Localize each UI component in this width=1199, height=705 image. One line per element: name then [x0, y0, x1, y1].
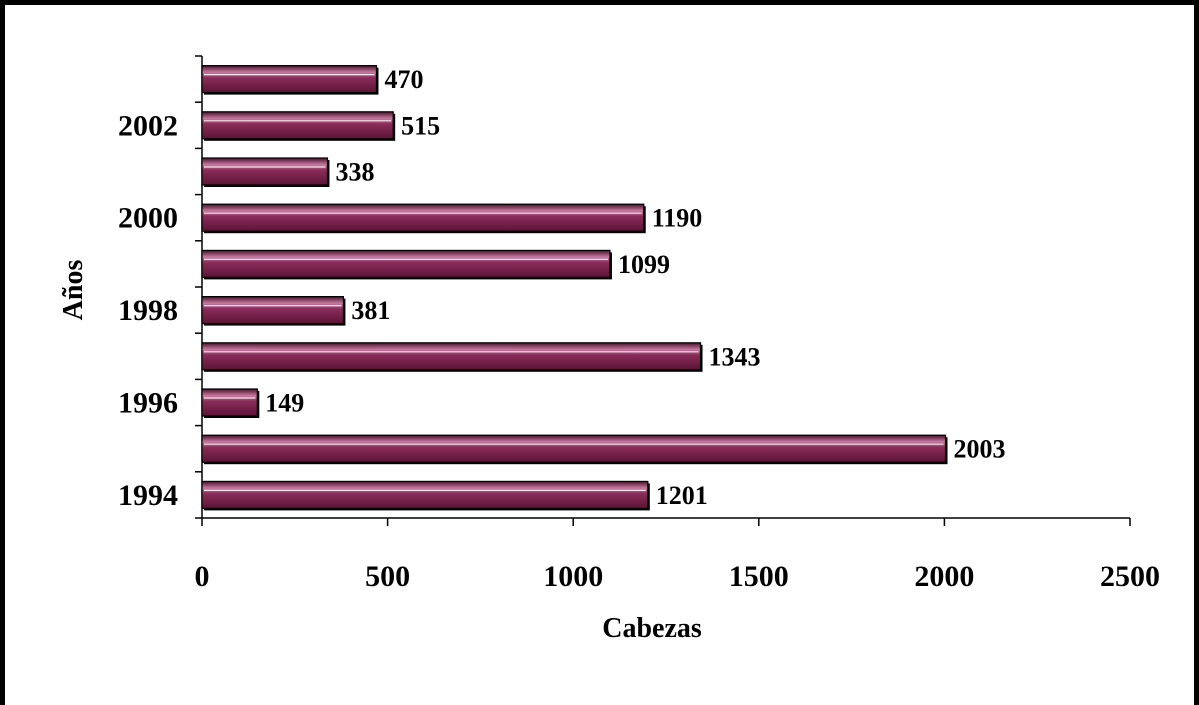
data-label: 338	[335, 158, 374, 187]
y-tick-label: 1994	[118, 479, 178, 512]
plot-area: 0 500 1000 1500 2000 2500 1201 1994 2003 149 1996 1…	[118, 55, 1160, 593]
y-tick-label: 2002	[118, 109, 178, 142]
data-label: 1343	[709, 342, 761, 371]
y-tick-label: 1996	[118, 387, 178, 420]
bar	[201, 342, 702, 371]
data-label: 2003	[954, 435, 1006, 464]
data-label: 149	[265, 389, 304, 418]
y-axis-title: Años	[58, 260, 89, 321]
x-tick-label: 1500	[729, 560, 789, 593]
x-tick-label: 0	[195, 560, 210, 593]
data-label: 1190	[652, 204, 703, 233]
bar	[201, 296, 345, 325]
data-label: 515	[401, 111, 440, 140]
data-label: 1099	[618, 250, 670, 279]
y-tick-label: 1998	[118, 294, 178, 327]
x-tick-label: 2000	[914, 560, 974, 593]
bar	[201, 157, 329, 186]
bar	[201, 388, 258, 417]
bar	[201, 480, 649, 509]
bar	[201, 111, 394, 140]
bar	[201, 434, 947, 463]
y-tick-label: 2000	[118, 202, 178, 235]
data-label: 470	[384, 65, 423, 94]
bar	[201, 64, 378, 94]
x-tick-label: 1000	[543, 560, 603, 593]
bar	[201, 203, 645, 232]
x-tick-label: 500	[365, 560, 410, 593]
data-label: 381	[351, 296, 390, 325]
data-label: 1201	[656, 481, 708, 510]
x-tick-label: 2500	[1100, 560, 1160, 593]
bar	[201, 249, 611, 278]
x-axis-title: Cabezas	[602, 613, 702, 644]
